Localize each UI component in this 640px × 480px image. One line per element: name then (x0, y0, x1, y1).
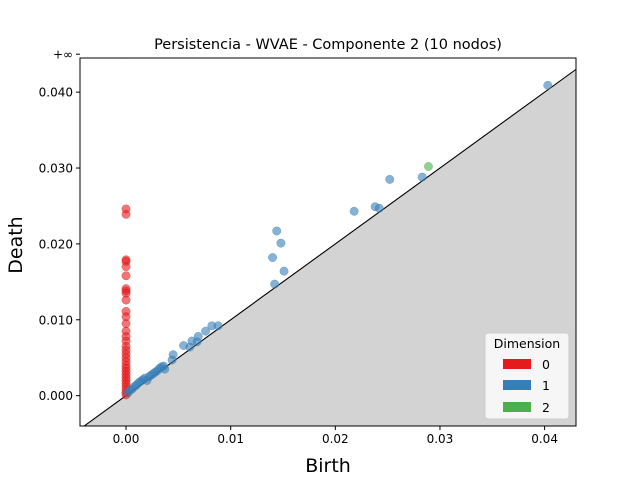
point-dim1-18 (160, 364, 170, 374)
point-dim0-13 (121, 319, 131, 329)
point-dim2-0 (424, 162, 433, 171)
point-dim0-10 (121, 295, 131, 305)
y-tick-label: 0.010 (39, 313, 73, 327)
x-tick-label: 0.03 (427, 432, 454, 446)
x-tick-label: 0.04 (531, 432, 558, 446)
y-tick-label-infinity: +∞ (53, 48, 73, 62)
legend-box (484, 332, 570, 420)
plot-layer (83, 58, 576, 426)
point-dim1-37 (385, 174, 395, 184)
point-dim1-20 (168, 350, 178, 360)
x-tick-label: 0.01 (217, 432, 244, 446)
y-axis-ticks: 0.000 0.010 0.020 0.030 0.040 +∞ (39, 48, 80, 403)
point-dim1-28 (213, 321, 223, 331)
point-dim1-33 (279, 266, 289, 276)
plot-frame (79, 57, 577, 427)
x-tick-label: 0.02 (322, 432, 349, 446)
legend-swatch-1 (503, 380, 531, 390)
point-dim1-32 (276, 238, 286, 248)
legend: Dimension 0 1 2 (484, 332, 570, 420)
point-dim1-39 (543, 80, 553, 90)
legend-label-2: 2 (542, 400, 550, 415)
legend-swatch-0 (503, 359, 531, 369)
legend-label-1: 1 (542, 378, 550, 393)
x-axis-label: Birth (305, 455, 351, 477)
point-dim0-2 (121, 209, 131, 219)
point-dim1-26 (201, 326, 211, 336)
y-tick-label: 0.020 (39, 237, 73, 251)
y-tick-label: 0.030 (39, 162, 73, 176)
point-dim1-38 (417, 172, 427, 182)
points-layer (121, 58, 553, 400)
chart-title: Persistencia - WVAE - Componente 2 (10 n… (154, 37, 502, 53)
legend-swatch-2 (503, 402, 531, 412)
point-dim1-34 (349, 206, 359, 216)
y-axis-label: Death (5, 216, 27, 273)
x-tick-label: 0.00 (113, 432, 140, 446)
x-axis-ticks: 0.00 0.01 0.02 0.03 0.04 (113, 426, 558, 446)
point-dim0-6 (121, 271, 131, 281)
legend-title: Dimension (494, 336, 560, 351)
point-dim0-5 (121, 262, 131, 272)
legend-label-0: 0 (542, 357, 550, 372)
point-dim1-30 (270, 279, 280, 289)
point-dim1-29 (268, 253, 277, 263)
point-dim1-25 (193, 332, 203, 341)
point-dim1-36 (374, 203, 384, 213)
y-tick-label: 0.040 (39, 86, 73, 100)
point-dim1-31 (272, 226, 282, 236)
point-dim0-0 (123, 58, 129, 59)
y-tick-label: 0.000 (39, 389, 73, 403)
